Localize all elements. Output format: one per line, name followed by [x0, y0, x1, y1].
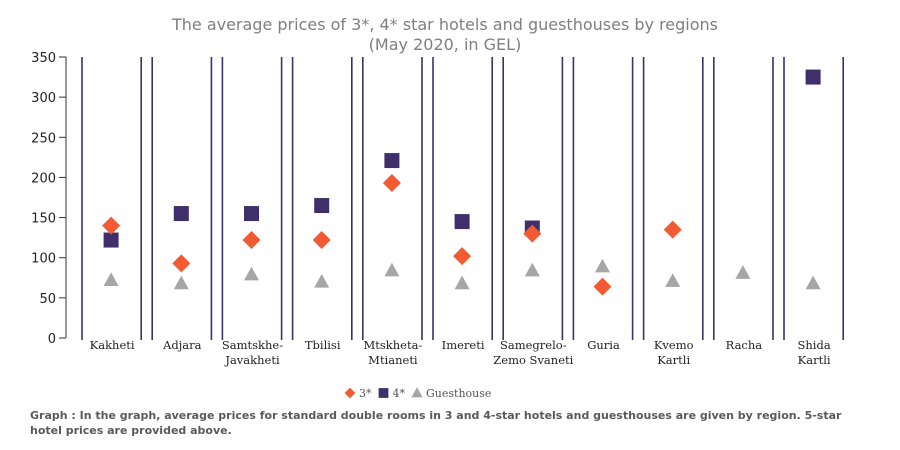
point-square: [805, 69, 821, 85]
category-label: Imereti: [442, 338, 485, 352]
category-label: Mtskheta-: [363, 338, 422, 352]
category-label: Shida: [798, 338, 831, 352]
legend-label: 3*: [359, 387, 372, 400]
y-tick-label: 100: [31, 252, 56, 267]
category-label: Samegrelo-: [500, 338, 567, 352]
category-label: Mtianeti: [368, 353, 418, 367]
point-triangle: [454, 275, 470, 290]
y-tick-label: 0: [48, 332, 56, 347]
y-tick-label: 50: [39, 292, 56, 307]
point-diamond: [523, 224, 542, 243]
chart-title: The average prices of 3*, 4* star hotels…: [171, 15, 718, 34]
point-triangle: [384, 262, 400, 277]
category-label: Samtskhe-: [222, 338, 283, 352]
category-label: Adjara: [162, 338, 202, 352]
y-tick-label: 150: [31, 212, 56, 227]
y-tick-label: 300: [31, 91, 56, 106]
legend: 3* 4* Guesthouse: [344, 387, 491, 400]
point-triangle: [595, 258, 610, 273]
point-diamond: [312, 231, 331, 250]
category-label: Tbilisi: [305, 338, 341, 352]
region-dividers: [81, 57, 845, 340]
point-triangle: [805, 275, 821, 290]
point-triangle: [524, 262, 540, 277]
y-tick-label: 200: [31, 171, 56, 186]
legend-swatch-triangle: [411, 387, 423, 398]
category-label: Guria: [587, 338, 620, 352]
point-diamond: [242, 231, 261, 250]
point-triangle: [665, 273, 681, 287]
point-square: [384, 153, 400, 169]
category-labels: Kakheti Adjara Samtskhe-Javakheti Tbilisi Mt…: [90, 338, 831, 367]
legend-label: Guesthouse: [426, 387, 491, 400]
legend-label: 4*: [393, 387, 406, 400]
category-label: Javakheti: [224, 353, 280, 367]
point-square: [454, 214, 470, 230]
data-marks: [102, 69, 821, 296]
point-diamond: [453, 247, 472, 266]
legend-swatch-diamond: [344, 387, 356, 399]
y-tick-label: 350: [31, 51, 56, 66]
category-label: Kakheti: [90, 338, 135, 352]
chart-subtitle: (May 2020, in GEL): [369, 35, 522, 54]
point-diamond: [663, 220, 682, 239]
point-triangle: [314, 274, 330, 288]
point-square: [173, 206, 189, 222]
category-label: Racha: [726, 338, 763, 352]
point-triangle: [103, 272, 119, 287]
point-diamond: [102, 216, 121, 235]
point-diamond: [172, 254, 191, 273]
point-triangle: [735, 265, 751, 279]
point-diamond: [593, 277, 612, 296]
point-square: [103, 232, 119, 248]
point-triangle: [173, 275, 189, 290]
point-triangle: [244, 266, 259, 281]
y-axis: 0 50 100 150 200 250 300 350: [31, 51, 67, 347]
point-square: [314, 198, 330, 214]
point-square: [244, 206, 259, 222]
category-label: Kartli: [798, 353, 831, 367]
y-tick-label: 250: [31, 131, 56, 146]
figure-caption: Graph : In the graph, average prices for…: [30, 409, 842, 437]
category-label: Kartli: [657, 353, 690, 367]
category-label: Kvemo: [654, 338, 694, 352]
point-diamond: [382, 174, 401, 193]
category-label: Zemo Svaneti: [493, 353, 573, 367]
legend-swatch-square: [378, 388, 389, 398]
